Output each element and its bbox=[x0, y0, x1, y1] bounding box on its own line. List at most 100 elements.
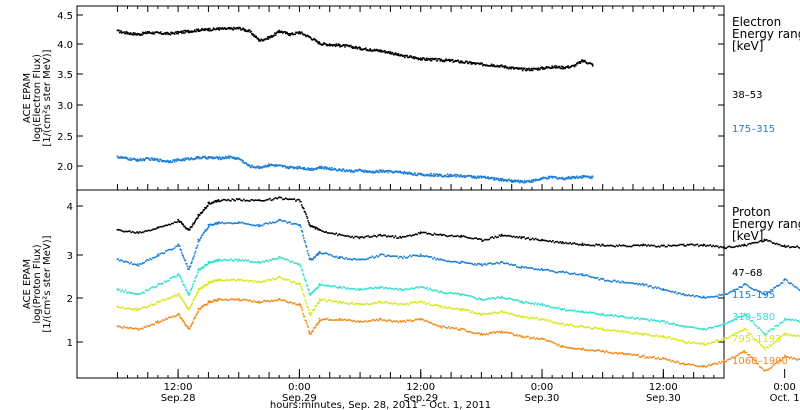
data-point bbox=[283, 258, 286, 260]
data-point bbox=[403, 54, 405, 57]
data-point bbox=[758, 327, 761, 329]
data-point bbox=[778, 338, 781, 340]
data-point bbox=[702, 328, 704, 331]
data-point bbox=[237, 222, 239, 225]
data-point bbox=[250, 166, 252, 169]
data-point bbox=[326, 43, 329, 46]
data-point bbox=[134, 232, 137, 234]
data-point bbox=[427, 256, 430, 258]
data-point bbox=[409, 234, 411, 237]
data-point bbox=[512, 66, 514, 69]
data-point bbox=[787, 245, 790, 247]
data-point bbox=[536, 67, 538, 70]
data-point bbox=[325, 300, 327, 303]
data-point bbox=[536, 268, 538, 271]
data-point bbox=[342, 285, 345, 288]
data-point bbox=[338, 301, 340, 304]
data-point bbox=[144, 32, 146, 34]
y-axis-label-line: ACE EPAM bbox=[22, 73, 33, 123]
data-point bbox=[502, 178, 504, 181]
data-point bbox=[446, 173, 449, 175]
data-point bbox=[624, 244, 626, 247]
data-point bbox=[598, 349, 600, 351]
data-point bbox=[342, 319, 345, 321]
data-point bbox=[647, 333, 650, 336]
data-point bbox=[422, 231, 424, 234]
data-point bbox=[251, 199, 254, 201]
data-point bbox=[523, 302, 525, 304]
data-point bbox=[129, 33, 131, 36]
data-point bbox=[696, 365, 699, 368]
data-point bbox=[436, 233, 439, 236]
data-point bbox=[518, 181, 521, 184]
data-point bbox=[599, 327, 602, 330]
data-point bbox=[196, 157, 198, 160]
data-point bbox=[383, 234, 385, 236]
data-point bbox=[389, 51, 392, 53]
data-point bbox=[728, 292, 730, 294]
data-point bbox=[482, 312, 485, 315]
data-point bbox=[443, 326, 446, 328]
data-point bbox=[705, 297, 707, 299]
data-point bbox=[589, 244, 592, 247]
data-point bbox=[438, 175, 440, 177]
data-point bbox=[656, 357, 658, 360]
data-point bbox=[445, 260, 447, 262]
data-point bbox=[589, 276, 592, 278]
data-point bbox=[777, 324, 779, 327]
data-point bbox=[195, 30, 197, 33]
data-point bbox=[264, 199, 267, 202]
data-point bbox=[285, 278, 287, 281]
data-point bbox=[583, 174, 585, 177]
data-point bbox=[452, 293, 455, 295]
data-point bbox=[667, 322, 670, 325]
data-point bbox=[334, 44, 336, 46]
data-point bbox=[470, 175, 473, 177]
data-point bbox=[525, 69, 527, 72]
data-point bbox=[546, 305, 548, 307]
data-point bbox=[539, 68, 541, 71]
data-point bbox=[363, 171, 366, 173]
data-point bbox=[333, 168, 335, 170]
data-point bbox=[504, 331, 507, 334]
data-point bbox=[189, 290, 192, 292]
data-point bbox=[308, 257, 311, 260]
data-point bbox=[677, 244, 680, 247]
data-point bbox=[547, 66, 550, 68]
data-point bbox=[193, 298, 195, 300]
data-point bbox=[165, 250, 167, 252]
data-point bbox=[299, 32, 301, 35]
data-point bbox=[233, 298, 235, 301]
data-point bbox=[513, 180, 515, 182]
data-point bbox=[432, 323, 434, 326]
data-point bbox=[257, 261, 260, 264]
legend-item: 1060–1900 bbox=[732, 356, 788, 367]
data-point bbox=[794, 335, 797, 337]
data-point bbox=[331, 300, 333, 303]
data-point bbox=[409, 254, 411, 257]
data-point bbox=[213, 261, 216, 263]
data-point bbox=[196, 29, 199, 31]
data-point bbox=[146, 259, 148, 261]
data-point bbox=[225, 199, 228, 202]
data-point bbox=[344, 170, 347, 173]
data-point bbox=[208, 157, 210, 159]
data-point bbox=[244, 28, 247, 31]
data-point bbox=[169, 277, 171, 280]
data-point bbox=[149, 304, 151, 307]
data-point bbox=[278, 275, 281, 278]
data-point bbox=[318, 167, 321, 169]
data-point bbox=[292, 303, 294, 305]
data-point bbox=[186, 291, 189, 293]
data-point bbox=[703, 297, 706, 299]
data-point bbox=[286, 222, 288, 224]
data-point bbox=[601, 243, 604, 246]
data-point bbox=[456, 292, 459, 295]
data-point bbox=[711, 341, 713, 344]
data-point bbox=[129, 292, 131, 294]
data-point bbox=[657, 335, 660, 338]
data-point bbox=[763, 369, 766, 372]
data-point bbox=[348, 235, 351, 238]
data-point bbox=[508, 297, 511, 300]
data-point bbox=[295, 303, 297, 306]
